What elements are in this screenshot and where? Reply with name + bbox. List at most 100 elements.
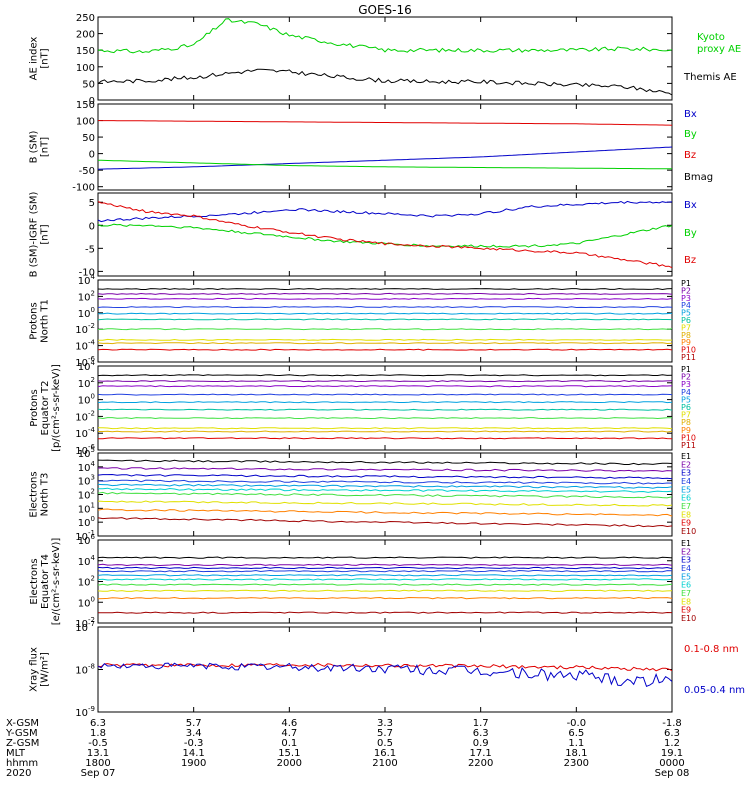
legend-entry: E2	[681, 547, 691, 556]
footer-value: 1800	[85, 758, 110, 769]
footer-value: 1.8	[90, 728, 106, 739]
series-line-e3	[97, 473, 673, 480]
series-line-e1	[97, 556, 673, 559]
series-line-themis-ae	[97, 68, 673, 96]
series-line-p2	[97, 380, 673, 383]
legend-entry: E7	[681, 589, 691, 598]
legend-entry: By	[684, 129, 697, 140]
panel-5: 104 102 100 10-2 10-4 10-6 Protons Equator T2 [p…	[29, 359, 696, 457]
series-line-e5	[97, 483, 673, 489]
series-line-p7	[97, 328, 673, 331]
footer-value: 6.3	[473, 728, 489, 739]
series-line-p10	[98, 437, 673, 440]
y-tick-label: -50	[79, 166, 95, 177]
footer-row-label: 2020	[6, 768, 31, 779]
series-line-bx	[97, 146, 673, 170]
y-tick-label: 104	[78, 554, 96, 568]
series-line-0-1-0-8-nm	[97, 662, 673, 672]
y-tick-label: 5	[89, 198, 95, 209]
legend-entry: By	[684, 228, 697, 239]
legend-entry: E8	[681, 597, 691, 606]
footer-value: 18.1	[565, 748, 587, 759]
legend-entry: E10	[681, 614, 696, 623]
y-tick-label: 0	[89, 221, 95, 232]
legend-entry: 0.1-0.8 nm	[684, 644, 739, 655]
series-line-bz	[97, 120, 673, 126]
y-tick-label: 10-7	[75, 620, 95, 634]
footer-row-label: Y-GSM	[5, 728, 38, 739]
y-tick-label: 10-2	[75, 322, 95, 336]
y-tick-label: 50	[82, 133, 95, 144]
series-line-e7	[97, 583, 673, 586]
y-axis-label: Protons	[29, 389, 40, 426]
legend-entry: E4	[681, 477, 691, 486]
y-tick-label: 100	[78, 393, 95, 407]
legend-entry: E5	[681, 572, 691, 581]
y-axis-label: AE index	[29, 37, 40, 81]
legend-entry: P10	[681, 346, 696, 355]
legend-entry: P8	[681, 418, 691, 427]
footer-value: 1.7	[473, 718, 489, 729]
series-line-e8	[97, 500, 673, 507]
legend-entry: E10	[681, 527, 696, 536]
y-axis-label: Xray flux	[29, 647, 40, 692]
footer-value: 5.7	[377, 728, 393, 739]
y-tick-label: 102	[78, 289, 95, 303]
panel-3: 5 0 -5 -10 B (SM)-IGRF (SM) [nT] Bx By Bz	[29, 192, 697, 279]
series-line-p5	[98, 312, 673, 315]
series-line-e6	[98, 487, 673, 493]
panel-2: 150 100 50 0 -50 -100 B (SM) [nT] Bx By Bz Bmag	[29, 100, 714, 194]
legend-entry: Bz	[684, 255, 696, 266]
footer-value: -0.3	[184, 738, 204, 749]
series-line-e5	[97, 574, 673, 577]
y-tick-label: 105	[78, 446, 95, 460]
legend-entry: E3	[681, 556, 691, 565]
legend-entry: Bmag	[684, 172, 713, 183]
series-line-p4	[97, 306, 673, 309]
legend-entry: E1	[681, 539, 691, 548]
footer-row-label: hhmm	[6, 758, 38, 769]
y-axis-label: North T3	[40, 473, 51, 517]
series-line-e2	[97, 563, 673, 567]
series-line-bz	[97, 201, 673, 269]
series-line-p6	[97, 408, 673, 411]
footer-value: 1900	[181, 758, 206, 769]
y-tick-label: 100	[76, 117, 95, 128]
y-tick-label: 10-2	[75, 409, 95, 423]
series-line-p9	[98, 430, 673, 433]
panel-frame	[97, 16, 673, 101]
legend-entry: P8	[681, 331, 691, 340]
series-line-e1	[97, 459, 673, 466]
footer-value: 0.9	[473, 738, 489, 749]
footer-value: 19.1	[661, 748, 683, 759]
panel-frame	[97, 452, 673, 537]
legend-entry: Themis AE	[683, 72, 737, 83]
y-axis-label: B (SM)-IGRF (SM)	[29, 192, 40, 278]
series-line-p3	[97, 385, 673, 388]
series-line-e10	[97, 517, 673, 528]
series-line-p9	[97, 342, 673, 345]
series-line-e10	[97, 611, 673, 614]
y-axis-label: Electrons	[29, 471, 40, 517]
legend-entry: E6	[681, 494, 691, 503]
footer-value: 4.6	[281, 718, 297, 729]
y-axis-label: B (SM)	[29, 130, 40, 163]
y-tick-label: 101	[78, 501, 95, 515]
footer-value: Sep 08	[655, 768, 690, 779]
legend-entry: P10	[681, 433, 696, 442]
y-tick-label: 102	[78, 376, 95, 390]
legend-entry: P9	[681, 426, 691, 435]
y-tick-label: 102	[78, 488, 95, 502]
footer-value: 1.1	[568, 738, 584, 749]
y-tick-label: 106	[78, 533, 96, 547]
y-tick-label: 100	[78, 306, 95, 320]
series-line-0-05-0-4-nm	[97, 662, 673, 688]
series-line-p8	[98, 338, 672, 341]
y-tick-label: 150	[76, 46, 95, 57]
series-line-e7	[97, 491, 673, 499]
footer-value: 3.4	[186, 728, 202, 739]
panel-8: 10-7 10-8 10-9 Xray flux [W/m²] 0.1-0.8 nm 0.0…	[29, 620, 746, 719]
legend-entry: P5	[681, 395, 691, 404]
y-tick-label: 0	[89, 150, 95, 161]
